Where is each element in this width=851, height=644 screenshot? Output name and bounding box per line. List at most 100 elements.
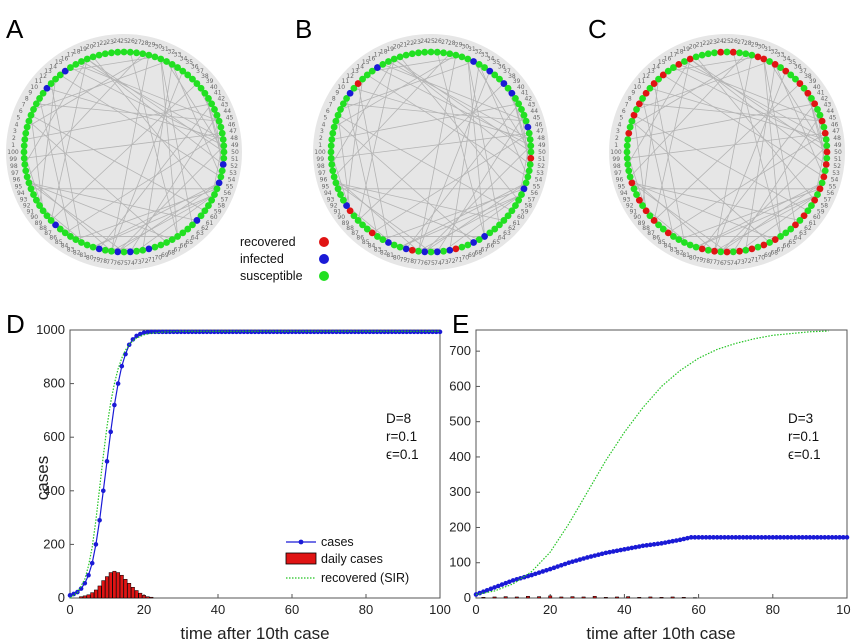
network-node-number: 54 xyxy=(228,177,236,184)
network-node xyxy=(496,75,503,83)
cases-marker xyxy=(341,329,347,335)
daily-case-bar xyxy=(108,572,113,599)
network-node-number: 47 xyxy=(229,128,237,135)
daily-case-bar xyxy=(548,595,553,599)
cases-marker xyxy=(293,329,299,335)
cases-marker xyxy=(503,580,508,586)
network-node xyxy=(329,167,337,175)
legend-daily-swatch xyxy=(285,552,317,565)
network-node xyxy=(771,60,779,68)
network-node-number: 1 xyxy=(11,142,15,149)
network-edge xyxy=(204,93,224,165)
network-node-number: 95 xyxy=(618,183,626,190)
network-node xyxy=(43,84,51,92)
network-edge xyxy=(763,58,796,225)
network-node xyxy=(208,100,216,108)
network-node xyxy=(368,229,376,237)
network-edge xyxy=(633,115,647,211)
network-node-number: 26 xyxy=(434,38,442,45)
network-node xyxy=(635,100,643,108)
network-node xyxy=(675,236,683,244)
network-edge xyxy=(399,56,519,201)
network-node-number: 77 xyxy=(106,259,114,266)
network-node-number: 54 xyxy=(831,177,839,184)
y-tick-label: 300 xyxy=(449,484,471,499)
cases-marker xyxy=(566,560,572,566)
cases-marker xyxy=(484,587,490,593)
network-edge xyxy=(678,63,823,122)
network-node-number: 25 xyxy=(120,38,128,45)
network-edge xyxy=(346,98,378,237)
network-node xyxy=(518,191,525,198)
network-edge xyxy=(357,58,395,221)
cases-marker xyxy=(648,542,653,548)
network-node xyxy=(197,84,205,92)
network-node xyxy=(446,246,454,254)
network-edge xyxy=(333,176,419,252)
network-edge xyxy=(668,56,758,72)
network-node xyxy=(52,221,59,229)
network-node xyxy=(821,167,829,175)
network-node xyxy=(822,136,830,143)
cases-marker xyxy=(610,549,616,554)
network-node xyxy=(520,111,528,119)
network-node xyxy=(174,233,181,240)
network-node-number: 87 xyxy=(44,230,52,237)
daily-case-bar xyxy=(637,597,642,599)
network-node xyxy=(36,202,43,209)
network-edge xyxy=(424,145,532,253)
network-node-number: 64 xyxy=(794,235,802,242)
network-node xyxy=(527,148,535,156)
network-node-number: 69 xyxy=(161,252,169,259)
network-node-number: 67 xyxy=(481,246,489,253)
network-node-number: 9 xyxy=(335,90,339,97)
network-node-number: 2 xyxy=(615,135,619,142)
cases-marker xyxy=(108,429,113,435)
network-node xyxy=(327,154,335,162)
network-node-number: 11 xyxy=(35,78,43,85)
network-edge xyxy=(418,55,457,252)
network-node-number: 8 xyxy=(332,96,336,103)
network-node xyxy=(220,142,228,150)
network-node xyxy=(470,58,477,65)
network-node-number: 91 xyxy=(26,208,34,215)
network-node xyxy=(704,50,712,58)
network-node xyxy=(220,154,228,162)
network-node-number: 92 xyxy=(23,202,31,209)
network-node-number: 46 xyxy=(228,121,236,128)
network-node xyxy=(421,48,429,56)
network-edge xyxy=(39,98,71,237)
network-node xyxy=(777,233,784,240)
network-node xyxy=(628,179,636,187)
network-node-number: 12 xyxy=(642,73,650,80)
network-node-number: 52 xyxy=(833,163,841,170)
network-node xyxy=(334,111,342,119)
network-node-number: 19 xyxy=(682,46,690,53)
network-node xyxy=(211,191,218,198)
daily-case-bar xyxy=(116,572,121,599)
network-edge xyxy=(629,53,747,178)
network-edge xyxy=(399,182,527,248)
network-edge xyxy=(24,132,223,159)
cases-marker xyxy=(603,550,609,556)
network-node xyxy=(808,202,815,209)
network-node-number: 3 xyxy=(13,128,17,135)
network-node-number: 12 xyxy=(39,73,47,80)
cases-marker xyxy=(636,544,642,549)
network-node xyxy=(72,60,80,68)
network-node-number: 100 xyxy=(610,149,622,156)
network-node-number: 90 xyxy=(337,214,345,221)
network-node xyxy=(814,106,821,113)
network-node xyxy=(390,241,398,249)
network-node-number: 97 xyxy=(614,170,622,177)
network-node-number: 72 xyxy=(744,258,752,265)
network-node-number: 81 xyxy=(79,252,87,259)
network-node xyxy=(626,173,634,181)
network-edge xyxy=(129,52,178,237)
cases-marker xyxy=(785,535,790,540)
network-edge xyxy=(92,56,212,201)
y-tick-label: 400 xyxy=(449,449,471,464)
network-node xyxy=(61,67,69,75)
network-node xyxy=(440,49,447,57)
network-edge xyxy=(636,61,770,110)
